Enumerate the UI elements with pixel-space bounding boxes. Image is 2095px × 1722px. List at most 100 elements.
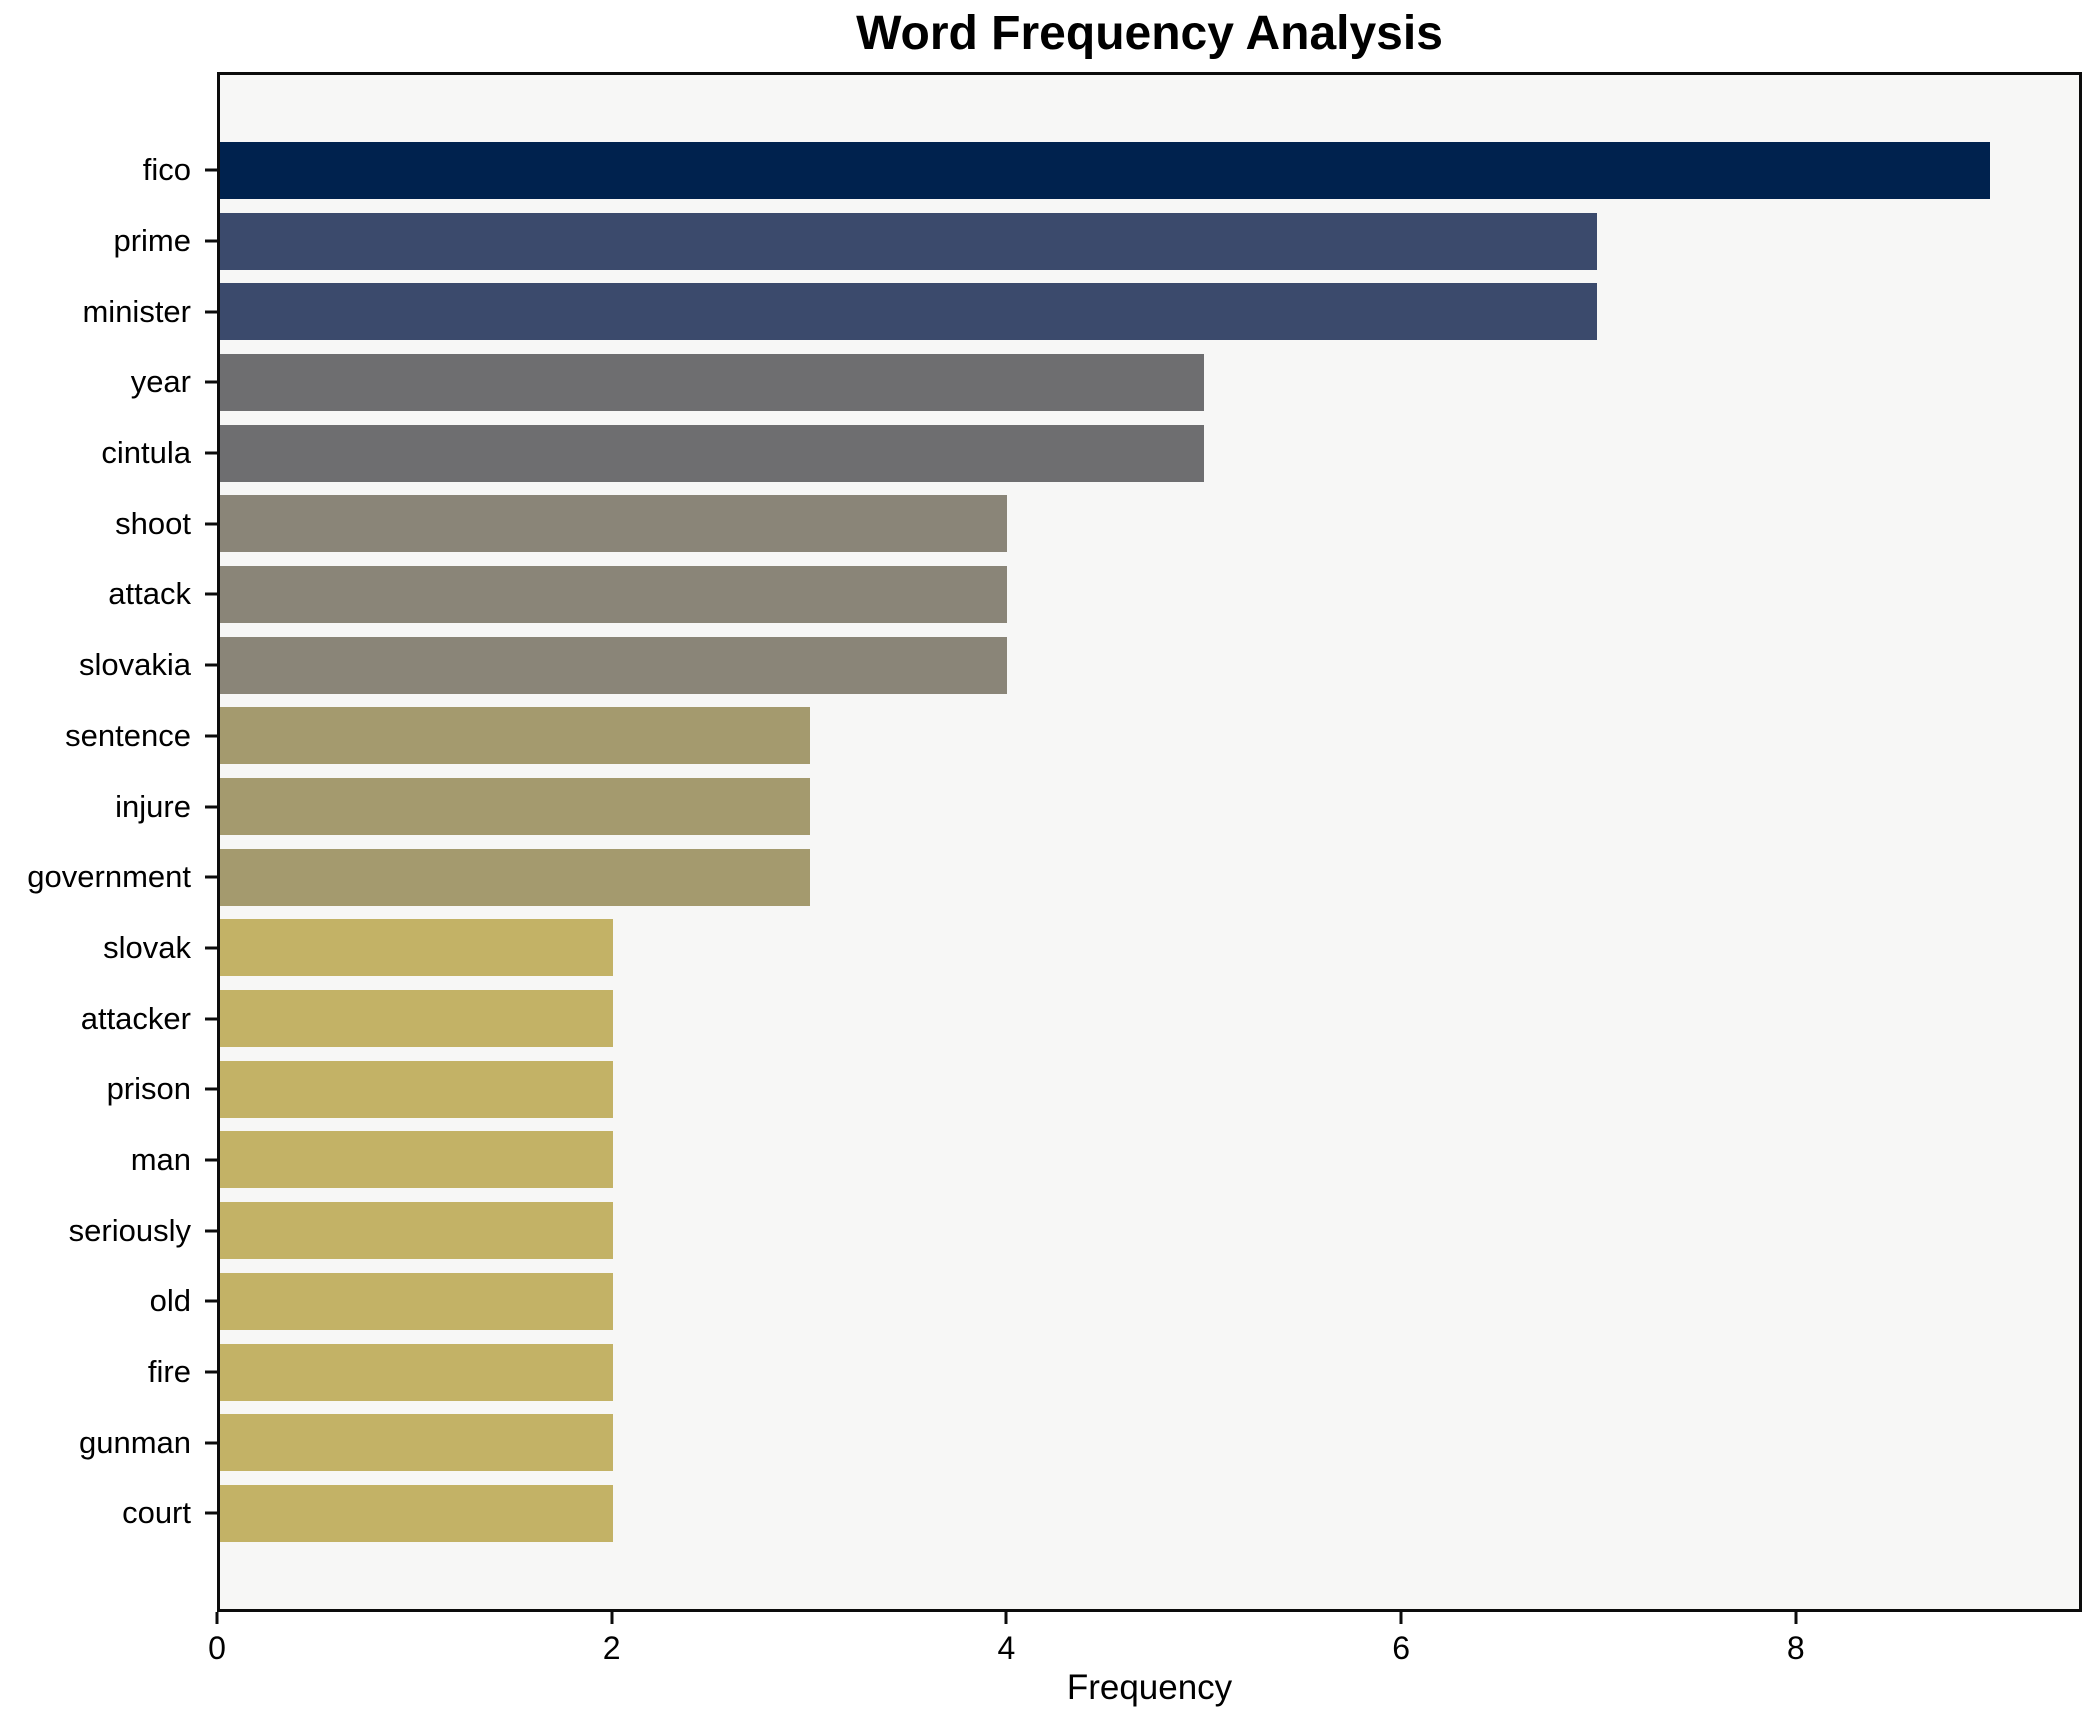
bar-prison bbox=[220, 1060, 614, 1118]
x-tick-mark-0 bbox=[215, 1612, 219, 1624]
y-tick-mark-court bbox=[205, 1511, 217, 1515]
bar-old bbox=[220, 1272, 614, 1330]
y-label-row-year: year bbox=[0, 347, 217, 418]
x-tick-mark-2 bbox=[610, 1612, 614, 1624]
bar-row-sentence bbox=[220, 701, 2079, 772]
bar-rows bbox=[220, 75, 2079, 1609]
y-tick-mark-gunman bbox=[205, 1441, 217, 1445]
x-tick-label-0: 0 bbox=[208, 1630, 226, 1666]
chart-title: Word Frequency Analysis bbox=[856, 7, 1443, 60]
bar-row-man bbox=[220, 1125, 2079, 1196]
y-tick-label-sentence: sentence bbox=[65, 717, 191, 753]
y-tick-label-fico: fico bbox=[142, 152, 191, 188]
y-label-row-seriously: seriously bbox=[0, 1195, 217, 1266]
y-label-row-government: government bbox=[0, 842, 217, 913]
bar-cintula bbox=[220, 424, 1204, 482]
bar-row-prime bbox=[220, 206, 2079, 277]
x-tick-label-2: 2 bbox=[602, 1630, 621, 1666]
y-tick-mark-cintula bbox=[205, 451, 217, 455]
bar-row-minister bbox=[220, 276, 2079, 347]
bar-seriously bbox=[220, 1202, 614, 1260]
y-label-row-sentence: sentence bbox=[0, 701, 217, 772]
y-tick-label-gunman: gunman bbox=[78, 1424, 191, 1460]
y-tick-label-seriously: seriously bbox=[68, 1212, 191, 1248]
x-tick-mark-8 bbox=[1794, 1612, 1798, 1624]
y-tick-label-fire: fire bbox=[147, 1354, 191, 1390]
y-tick-label-slovakia: slovakia bbox=[79, 647, 191, 683]
bar-row-attack bbox=[220, 559, 2079, 630]
y-tick-mark-prime bbox=[205, 239, 217, 243]
y-tick-label-prime: prime bbox=[113, 223, 191, 259]
bar-slovakia bbox=[220, 636, 1007, 694]
x-tick-mark-6 bbox=[1399, 1612, 1403, 1624]
y-tick-label-shoot: shoot bbox=[115, 505, 191, 541]
y-tick-mark-fire bbox=[205, 1370, 217, 1374]
y-tick-label-injure: injure bbox=[115, 788, 191, 824]
y-tick-label-government: government bbox=[27, 859, 191, 895]
bar-court bbox=[220, 1484, 614, 1542]
y-label-row-court: court bbox=[0, 1478, 217, 1549]
y-tick-label-attack: attack bbox=[108, 576, 191, 612]
bar-row-fico bbox=[220, 135, 2079, 206]
y-label-row-slovakia: slovakia bbox=[0, 630, 217, 701]
x-axis-label: Frequency bbox=[1066, 1668, 1233, 1707]
bar-row-seriously bbox=[220, 1195, 2079, 1266]
y-tick-mark-sentence bbox=[205, 734, 217, 738]
y-tick-mark-fico bbox=[205, 168, 217, 172]
y-tick-mark-shoot bbox=[205, 522, 217, 526]
bar-row-gunman bbox=[220, 1407, 2079, 1478]
bar-year bbox=[220, 353, 1204, 411]
y-label-row-cintula: cintula bbox=[0, 418, 217, 489]
bar-government bbox=[220, 848, 811, 906]
y-tick-label-minister: minister bbox=[82, 293, 191, 329]
y-label-row-injure: injure bbox=[0, 771, 217, 842]
y-tick-mark-attack bbox=[205, 592, 217, 596]
bar-row-court bbox=[220, 1478, 2079, 1549]
y-tick-mark-old bbox=[205, 1299, 217, 1303]
y-tick-mark-prison bbox=[205, 1087, 217, 1091]
y-tick-mark-year bbox=[205, 380, 217, 384]
y-label-row-prime: prime bbox=[0, 206, 217, 277]
y-label-row-attacker: attacker bbox=[0, 983, 217, 1054]
bar-slovak bbox=[220, 919, 614, 977]
y-tick-label-old: old bbox=[149, 1283, 191, 1319]
y-axis-labels: fico prime minister year cintula shoot attack s… bbox=[0, 75, 217, 1549]
bar-fire bbox=[220, 1343, 614, 1401]
bar-minister bbox=[220, 283, 1598, 341]
y-label-row-attack: attack bbox=[0, 559, 217, 630]
y-tick-label-prison: prison bbox=[106, 1071, 191, 1107]
y-label-row-fico: fico bbox=[0, 135, 217, 206]
y-tick-mark-injure bbox=[205, 805, 217, 809]
y-tick-mark-slovak bbox=[205, 946, 217, 950]
bar-injure bbox=[220, 778, 811, 836]
x-tick-label-8: 8 bbox=[1786, 1630, 1805, 1666]
y-tick-label-attacker: attacker bbox=[80, 1000, 191, 1036]
y-tick-mark-government bbox=[205, 875, 217, 879]
y-label-row-gunman: gunman bbox=[0, 1407, 217, 1478]
y-label-row-minister: minister bbox=[0, 276, 217, 347]
y-tick-mark-seriously bbox=[205, 1229, 217, 1233]
y-label-row-prison: prison bbox=[0, 1054, 217, 1125]
y-tick-mark-minister bbox=[205, 310, 217, 314]
bar-row-government bbox=[220, 842, 2079, 913]
bar-row-year bbox=[220, 347, 2079, 418]
plot-area bbox=[217, 72, 2082, 1612]
y-tick-mark-attacker bbox=[205, 1017, 217, 1021]
bar-shoot bbox=[220, 495, 1007, 553]
y-tick-mark-slovakia bbox=[205, 663, 217, 667]
y-label-row-old: old bbox=[0, 1266, 217, 1337]
y-tick-label-man: man bbox=[130, 1141, 191, 1177]
bar-row-slovak bbox=[220, 913, 2079, 984]
bar-row-attacker bbox=[220, 983, 2079, 1054]
bar-row-cintula bbox=[220, 418, 2079, 489]
bar-row-fire bbox=[220, 1337, 2079, 1408]
bar-man bbox=[220, 1131, 614, 1189]
bar-fico bbox=[220, 141, 1991, 199]
y-tick-label-year: year bbox=[130, 364, 191, 400]
bar-gunman bbox=[220, 1414, 614, 1472]
x-tick-label-6: 6 bbox=[1392, 1630, 1411, 1666]
bar-row-slovakia bbox=[220, 630, 2079, 701]
y-label-row-fire: fire bbox=[0, 1337, 217, 1408]
bar-row-shoot bbox=[220, 488, 2079, 559]
